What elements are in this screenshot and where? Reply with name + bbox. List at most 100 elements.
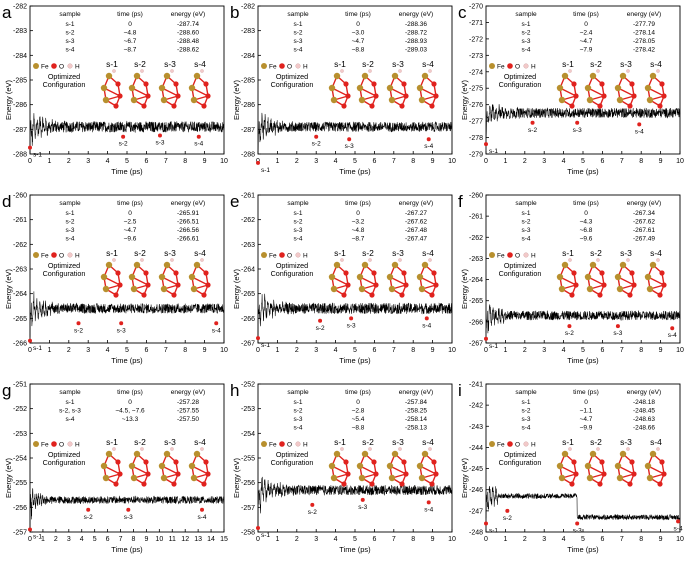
- table-sample: s-2: [521, 30, 530, 37]
- fe-atom: [102, 474, 110, 482]
- fe-atom: [556, 462, 564, 470]
- y-tick-label: -252: [13, 406, 27, 413]
- o-atom: [431, 459, 437, 465]
- fe-atom: [128, 273, 136, 281]
- structure-model: [644, 258, 667, 298]
- structure-label: s-2: [134, 437, 146, 447]
- structure-label: s-2: [134, 59, 146, 69]
- h-legend-label: H: [531, 64, 536, 71]
- o-legend-dot: [51, 63, 57, 69]
- fe-atom: [391, 450, 399, 458]
- sample-marker: [314, 134, 319, 139]
- fe-atom: [328, 462, 336, 470]
- optimized-caption-line1: Optimized: [48, 72, 80, 81]
- y-axis-label: Energy (eV): [4, 268, 13, 309]
- o-legend-dot: [51, 441, 57, 447]
- y-tick-label: -283: [241, 28, 255, 35]
- table-time: ~9.6: [124, 236, 137, 243]
- table-header: sample: [515, 11, 537, 18]
- structure-label: s-4: [422, 437, 434, 447]
- fe-legend-label: Fe: [269, 442, 277, 449]
- o-atom: [403, 282, 409, 288]
- o-atom: [171, 292, 177, 298]
- panel-letter: h: [230, 381, 239, 400]
- x-tick-label: 3: [86, 347, 90, 354]
- o-legend-label: O: [59, 442, 64, 449]
- fe-atom: [333, 450, 341, 458]
- structure-label: s-1: [562, 437, 574, 447]
- y-axis-label: Energy (eV): [232, 457, 241, 498]
- sample-marker: [28, 338, 32, 343]
- y-tick-label: -257: [241, 505, 255, 512]
- energy-trace: [29, 113, 225, 155]
- fe-atom: [649, 261, 657, 269]
- structure-label: s-4: [422, 59, 434, 69]
- fe-legend-dot: [261, 252, 267, 258]
- x-tick-label: 7: [164, 347, 168, 354]
- o-atom: [429, 103, 435, 109]
- sample-marker: [119, 321, 124, 326]
- table-energy: -258.13: [405, 425, 427, 432]
- fe-atom: [386, 462, 394, 470]
- fe-atom: [388, 285, 396, 293]
- table-energy: -288.60: [177, 30, 199, 37]
- panel-letter: i: [458, 381, 462, 400]
- y-tick-label: -282: [241, 4, 255, 11]
- x-tick-label: 2: [54, 536, 58, 543]
- sample-marker-label: s-2: [316, 325, 325, 332]
- o-atom: [571, 459, 577, 465]
- x-tick-label: 8: [411, 158, 415, 165]
- table-energy: -267.61: [633, 227, 655, 234]
- structure-model: [614, 258, 637, 298]
- o-atom: [115, 270, 121, 276]
- table-time: 0: [128, 210, 132, 217]
- table-sample: s-4: [65, 416, 74, 423]
- table-time: ~3.0: [352, 30, 365, 37]
- optimized-caption-line1: Optimized: [504, 72, 536, 81]
- h-atom: [368, 69, 372, 73]
- table-time: ~4.5, ~7.6: [115, 408, 145, 415]
- x-tick-label: 0: [484, 347, 488, 354]
- table-time: ~4.3: [580, 219, 593, 226]
- table-sample: s-4: [521, 236, 530, 243]
- table-energy: -278.05: [633, 38, 655, 45]
- fe-atom: [556, 273, 564, 281]
- structure-model: [584, 258, 607, 298]
- y-tick-label: -251: [13, 382, 27, 389]
- panel-letter: e: [230, 192, 239, 211]
- y-tick-label: -267: [241, 341, 255, 348]
- fe-legend-label: Fe: [497, 253, 505, 260]
- o-atom: [371, 270, 377, 276]
- x-tick-label: 4: [562, 536, 566, 543]
- table-energy: -258.25: [405, 408, 427, 415]
- h-atom: [112, 69, 116, 73]
- table-time: ~2.4: [580, 30, 593, 37]
- x-tick-label: 10: [676, 536, 684, 543]
- structure-model: [128, 447, 151, 487]
- x-tick-label: 5: [353, 347, 357, 354]
- y-tick-label: -254: [241, 431, 255, 438]
- o-atom: [175, 93, 181, 99]
- o-atom: [661, 471, 667, 477]
- table-sample: s-1: [521, 399, 530, 406]
- h-atom: [340, 69, 344, 73]
- h-atom: [656, 69, 660, 73]
- table-header: sample: [515, 389, 537, 396]
- sample-marker: [256, 336, 260, 341]
- h-atom: [170, 69, 174, 73]
- sample-marker-label: s-1: [261, 532, 270, 539]
- x-axis-label: Time (ps): [339, 356, 371, 365]
- table-energy: -288.48: [177, 38, 199, 45]
- table-header: time (ps): [117, 11, 143, 18]
- o-atom: [145, 93, 151, 99]
- o-atom: [631, 471, 637, 477]
- table-header: energy (eV): [627, 200, 661, 207]
- h-atom: [368, 258, 372, 262]
- table-header: sample: [515, 200, 537, 207]
- o-atom: [143, 81, 149, 87]
- x-tick-label: 1: [41, 536, 45, 543]
- table-time: 0: [584, 399, 588, 406]
- table-header: energy (eV): [399, 389, 433, 396]
- fe-atom: [616, 285, 624, 293]
- o-atom: [569, 292, 575, 298]
